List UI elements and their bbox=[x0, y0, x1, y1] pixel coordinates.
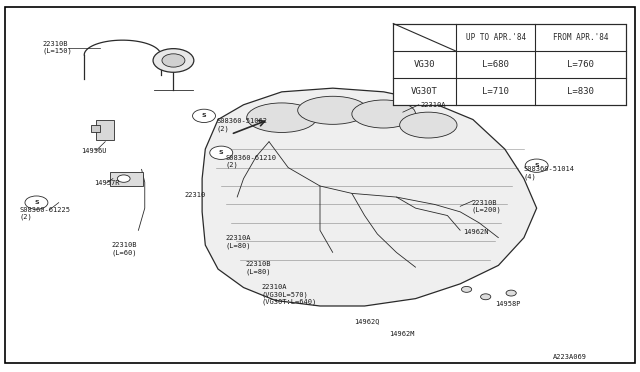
Bar bbox=[91, 125, 100, 132]
Text: 14962N: 14962N bbox=[463, 229, 489, 235]
Text: 22310B
(L=80): 22310B (L=80) bbox=[246, 261, 271, 275]
Ellipse shape bbox=[399, 112, 457, 138]
Text: L=760: L=760 bbox=[567, 60, 594, 69]
Text: VG30: VG30 bbox=[414, 60, 435, 69]
Text: 14962Q: 14962Q bbox=[354, 318, 380, 324]
Text: 22310B
(L=200): 22310B (L=200) bbox=[472, 199, 501, 213]
Text: 22310B
(L=60): 22310B (L=60) bbox=[111, 242, 137, 256]
Text: A223A069: A223A069 bbox=[552, 353, 587, 360]
Ellipse shape bbox=[298, 96, 368, 124]
Text: 14956U: 14956U bbox=[81, 148, 106, 154]
Ellipse shape bbox=[246, 103, 317, 132]
Bar bbox=[109, 172, 143, 186]
Text: S: S bbox=[202, 113, 206, 118]
Text: S08360-61225
(2): S08360-61225 (2) bbox=[19, 207, 70, 221]
Bar bbox=[96, 119, 113, 140]
Circle shape bbox=[162, 54, 185, 67]
Text: S: S bbox=[534, 163, 539, 168]
Text: S08360-61210
(2): S08360-61210 (2) bbox=[226, 154, 276, 168]
Text: VG30T: VG30T bbox=[412, 87, 438, 96]
Text: 14958P: 14958P bbox=[495, 301, 521, 307]
Text: 22310A
(L=80): 22310A (L=80) bbox=[226, 235, 251, 249]
Circle shape bbox=[117, 175, 130, 182]
Text: L=710: L=710 bbox=[482, 87, 509, 96]
Text: 14962M: 14962M bbox=[389, 331, 414, 337]
Circle shape bbox=[525, 159, 548, 172]
Circle shape bbox=[210, 146, 233, 160]
Text: S08360-51062
(2): S08360-51062 (2) bbox=[217, 118, 268, 132]
Circle shape bbox=[481, 294, 491, 300]
Text: S: S bbox=[219, 150, 223, 155]
PathPatch shape bbox=[202, 88, 537, 306]
Text: FROM APR.'84: FROM APR.'84 bbox=[553, 33, 608, 42]
Circle shape bbox=[193, 109, 216, 122]
Text: 22310B
(L=150): 22310B (L=150) bbox=[43, 41, 72, 54]
Text: UP TO APR.'84: UP TO APR.'84 bbox=[465, 33, 525, 42]
Text: L=680: L=680 bbox=[482, 60, 509, 69]
Text: 22310A: 22310A bbox=[420, 102, 446, 108]
Circle shape bbox=[461, 286, 472, 292]
Text: S: S bbox=[34, 200, 39, 205]
Text: 22310: 22310 bbox=[184, 192, 205, 198]
Circle shape bbox=[506, 290, 516, 296]
Text: 14957R: 14957R bbox=[94, 180, 119, 186]
Bar bbox=[394, 23, 626, 105]
Circle shape bbox=[153, 49, 194, 72]
Circle shape bbox=[25, 196, 48, 209]
Text: S08360-51014
(4): S08360-51014 (4) bbox=[524, 166, 575, 180]
Ellipse shape bbox=[352, 100, 415, 128]
Text: L=830: L=830 bbox=[567, 87, 594, 96]
Text: 22310A
(VG30L=570)
(VG30T:L=640): 22310A (VG30L=570) (VG30T:L=640) bbox=[261, 285, 317, 305]
